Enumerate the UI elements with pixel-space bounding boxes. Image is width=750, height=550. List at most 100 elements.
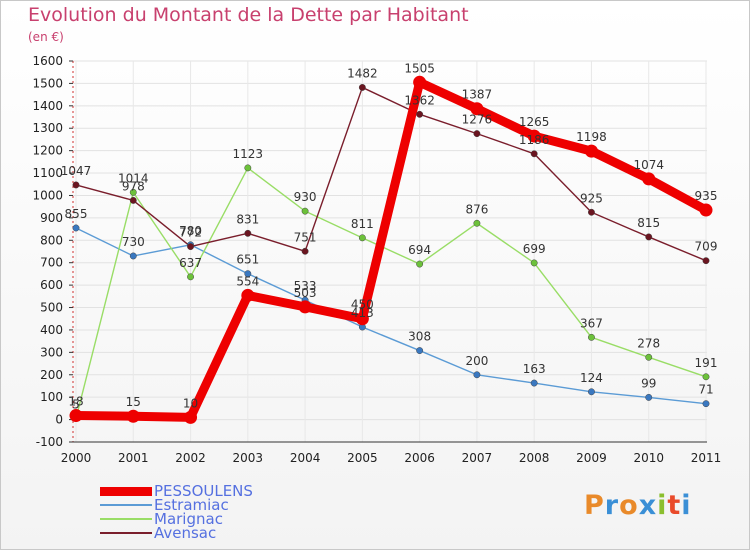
data-point	[416, 110, 424, 118]
data-point	[241, 288, 255, 302]
data-label: 925	[580, 191, 603, 205]
data-point	[358, 83, 366, 91]
y-tick-label: 500	[40, 301, 63, 315]
data-point	[72, 181, 80, 189]
series-line-estramiac	[75, 227, 707, 405]
data-point	[588, 208, 595, 216]
data-point	[645, 353, 653, 361]
data-label: 10	[183, 396, 198, 410]
y-tick-label: 1300	[32, 121, 63, 135]
data-label: 5	[72, 397, 80, 411]
x-tick-label: 2000	[61, 451, 92, 465]
data-label: 709	[695, 240, 718, 254]
data-point	[527, 129, 541, 143]
data-point	[413, 75, 427, 89]
x-tick-label: 2010	[633, 451, 664, 465]
y-tick-label: 100	[40, 390, 63, 404]
data-label: 651	[236, 253, 259, 267]
data-label: 71	[698, 383, 713, 397]
data-label: 772	[179, 226, 202, 240]
data-point	[530, 259, 538, 267]
chart-title: Evolution du Montant de la Dette par Hab…	[28, 4, 469, 26]
data-label: 503	[294, 286, 317, 300]
legend-label: Marignac	[154, 510, 223, 528]
x-tick-label: 2008	[519, 451, 550, 465]
data-label: 1482	[347, 66, 378, 80]
x-tick-label: 2003	[233, 451, 264, 465]
data-point	[72, 224, 80, 232]
data-point	[645, 393, 653, 401]
data-label: 200	[465, 354, 488, 368]
x-tick-label: 2004	[290, 451, 321, 465]
data-label: 191	[695, 356, 718, 370]
legend-swatch	[100, 532, 152, 534]
y-tick-label: 1200	[32, 144, 63, 158]
y-tick-label: 900	[40, 211, 63, 225]
logo-letter: t	[667, 490, 682, 521]
data-point	[298, 300, 312, 314]
series-line-avensac	[75, 86, 707, 262]
y-tick-label: 1600	[32, 54, 63, 68]
data-point	[702, 400, 710, 408]
legend-label: PESSOULENS	[154, 482, 253, 500]
x-tick-label: 2006	[404, 451, 435, 465]
logo-letter: r	[604, 490, 620, 521]
data-point	[301, 207, 309, 215]
data-label: 554	[236, 274, 259, 288]
data-point	[470, 102, 484, 116]
proxiti-logo: Proxiti	[584, 490, 692, 521]
data-label: 780	[179, 224, 202, 238]
grid-lines	[73, 60, 707, 443]
y-tick-label: 0	[55, 413, 63, 427]
data-label: 278	[637, 336, 660, 350]
data-point	[702, 373, 710, 381]
data-label: 124	[580, 371, 603, 385]
x-tick-label: 2002	[175, 451, 206, 465]
series-line-pessoulens	[71, 77, 711, 422]
data-point	[645, 233, 653, 241]
y-tick-label: -100	[36, 435, 63, 449]
data-point	[358, 234, 366, 242]
data-label: 308	[408, 330, 431, 344]
x-tick-label: 2005	[347, 451, 378, 465]
data-point	[355, 312, 369, 326]
logo-letter: x	[638, 490, 658, 521]
data-point	[642, 172, 656, 186]
y-tick-label: 200	[40, 368, 63, 382]
y-tick-label: 1100	[32, 166, 63, 180]
data-label: 1186	[519, 133, 550, 147]
data-label: 1014	[118, 171, 149, 185]
x-tick-label: 2001	[118, 451, 149, 465]
y-tick-label: 1400	[32, 99, 63, 113]
data-point	[473, 219, 481, 227]
data-label: 978	[122, 179, 145, 193]
axes	[69, 60, 707, 443]
data-label: 533	[294, 279, 317, 293]
x-tick-label: 2011	[691, 451, 722, 465]
data-point	[184, 410, 198, 424]
data-label: 694	[408, 243, 431, 257]
data-point	[129, 196, 137, 204]
y-tick-label: 300	[40, 345, 63, 359]
data-label: 15	[126, 395, 141, 409]
data-label: 1047	[61, 164, 92, 178]
data-label: 1276	[462, 113, 493, 127]
legend-swatch	[100, 487, 152, 496]
series-line-marignac	[75, 167, 707, 420]
data-label: 930	[294, 190, 317, 204]
data-label: 1123	[233, 147, 264, 161]
data-label: 815	[637, 216, 660, 230]
data-point	[129, 188, 137, 196]
y-tick-label: 600	[40, 278, 63, 292]
data-label: 935	[695, 189, 718, 203]
logo-letter: i	[681, 490, 692, 521]
data-label: 1505	[404, 61, 435, 75]
data-label: 831	[236, 212, 259, 226]
data-label: 1074	[633, 158, 664, 172]
chart-subtitle: (en €)	[28, 30, 64, 44]
data-point	[301, 247, 309, 255]
logo-letter: i	[657, 490, 668, 521]
legend-swatch	[100, 518, 152, 520]
data-point	[473, 371, 481, 379]
